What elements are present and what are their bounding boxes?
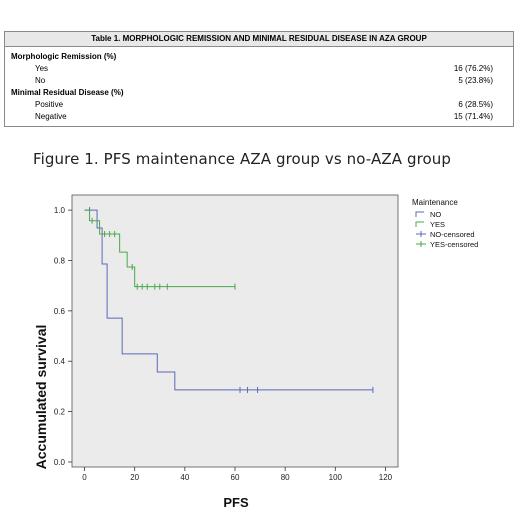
x-tick-label: 20 — [130, 473, 139, 482]
y-tick-label: 0.2 — [54, 408, 66, 417]
survival-line-yes — [84, 209, 235, 288]
figure-title: Figure 1. PFS maintenance AZA group vs n… — [33, 150, 452, 168]
x-axis-label: PFS — [223, 495, 249, 510]
y-tick-label: 1.0 — [54, 206, 66, 215]
legend-line-swatch — [415, 211, 424, 217]
y-tick-label: 0.8 — [54, 256, 66, 265]
y-tick-label: 0.0 — [54, 458, 66, 467]
x-tick-label: 40 — [180, 473, 189, 482]
row-label: No — [35, 76, 46, 85]
table-title: Table 1. MORPHOLOGIC REMISSION AND MINIM… — [5, 32, 513, 47]
x-tick-label: 120 — [379, 473, 393, 482]
row-label: Positive — [35, 100, 64, 109]
y-tick-label: 0.6 — [54, 307, 66, 316]
table-row: No 5 (23.8%) — [5, 75, 513, 87]
x-tick-label: 0 — [82, 473, 87, 482]
row-label: Minimal Residual Disease (%) — [11, 88, 124, 97]
legend-entry: YES-censored — [430, 240, 478, 249]
row-label: Negative — [35, 112, 67, 121]
y-axis-label: Accumulated survival — [33, 325, 49, 470]
table-row: Positive 6 (28.5%) — [5, 99, 513, 111]
survival-line-no — [84, 209, 373, 391]
table-body: Morphologic Remission (%) Yes 16 (76.2%)… — [5, 47, 513, 126]
row-value — [493, 51, 513, 63]
plot-area: 0 20 40 60 80 100 120 0.0 0.2 0.4 0.6 0.8 1.0 — [54, 194, 399, 482]
table-row: Morphologic Remission (%) — [5, 51, 513, 63]
row-label: Yes — [35, 64, 49, 73]
table-row: Yes 16 (76.2%) — [5, 63, 513, 75]
row-label: Morphologic Remission (%) — [11, 52, 117, 61]
x-tick-label: 60 — [231, 473, 240, 482]
legend-entry: YES — [430, 220, 445, 229]
table-row: Negative 15 (71.4%) — [5, 111, 513, 123]
survival-chart: 0 20 40 60 80 100 120 0.0 0.2 0.4 0.6 0.8 1.0 Accumu… — [33, 194, 478, 510]
legend-entry: NO — [430, 210, 441, 219]
row-value — [493, 87, 513, 99]
y-tick-label: 0.4 — [54, 357, 66, 366]
table-row: Minimal Residual Disease (%) — [5, 87, 513, 99]
x-tick-label: 100 — [329, 473, 343, 482]
plot-background — [71, 194, 399, 468]
row-value: 16 (76.2%) — [453, 64, 493, 73]
legend-line-swatch — [415, 221, 424, 227]
results-table: Table 1. MORPHOLOGIC REMISSION AND MINIM… — [4, 31, 514, 127]
legend-title: Maintenance — [412, 198, 458, 207]
row-value: 5 (23.8%) — [458, 76, 493, 85]
legend-entry: NO-censored — [430, 230, 475, 239]
x-tick-label: 80 — [281, 473, 290, 482]
row-value: 6 (28.5%) — [458, 100, 493, 109]
row-value: 15 (71.4%) — [453, 112, 493, 121]
